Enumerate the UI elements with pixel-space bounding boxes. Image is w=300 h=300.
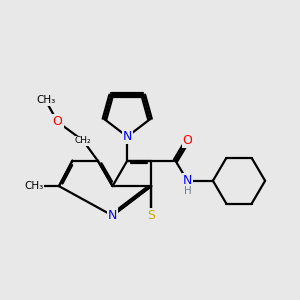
Text: CH₃: CH₃ [36,95,55,106]
Text: CH₃: CH₃ [24,181,43,191]
Text: N: N [108,209,117,222]
Text: O: O [53,116,63,128]
Text: S: S [147,209,155,222]
Text: N: N [123,130,132,143]
Text: methoxy: methoxy [40,100,46,101]
Text: O: O [182,134,192,147]
Text: N: N [183,174,192,187]
Text: H: H [184,186,192,196]
Text: CH₂: CH₂ [75,136,92,145]
